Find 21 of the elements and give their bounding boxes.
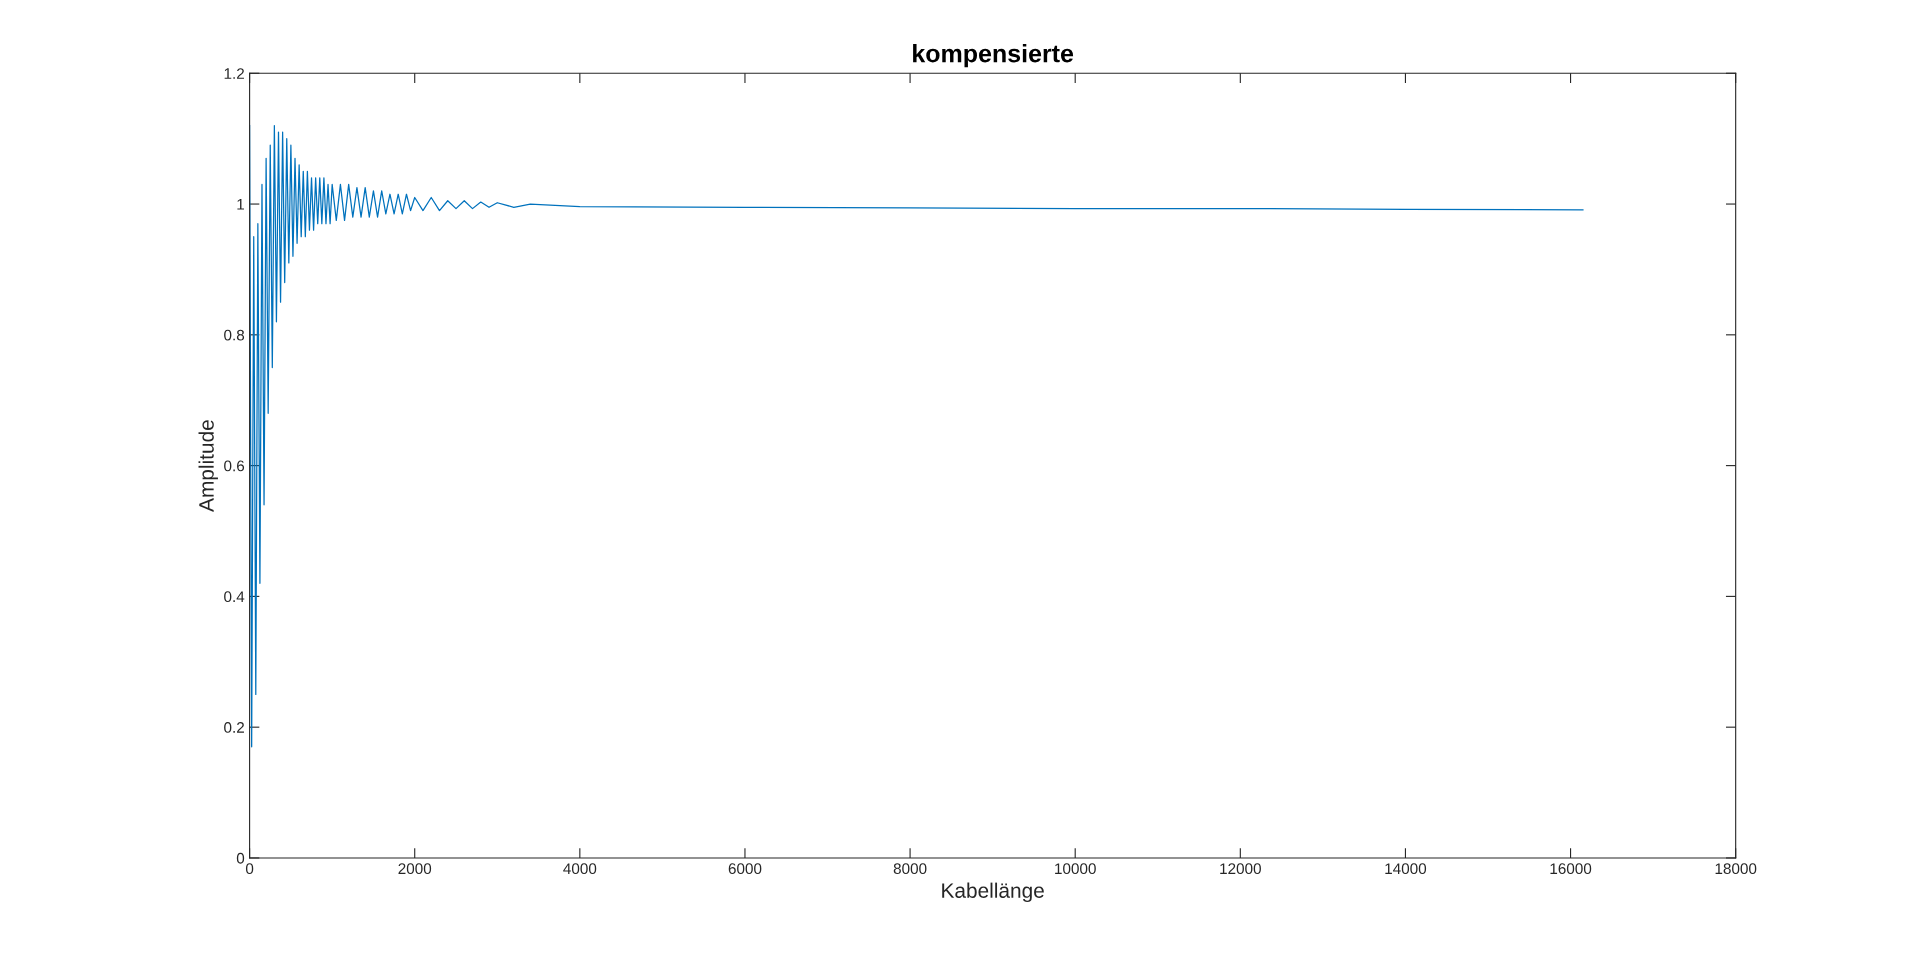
x-tick-label: 4000 (563, 863, 597, 875)
x-tick-label: 2000 (398, 863, 432, 875)
y-tick-label: 0 (236, 852, 245, 864)
y-tick-label: 0.2 (224, 722, 244, 733)
y-axis-title: Amplitude (198, 420, 218, 512)
line-series (249, 124, 1584, 748)
x-tick-label: 16000 (1550, 863, 1592, 875)
x-tick-label: 6000 (728, 863, 762, 875)
x-tick-label: 10000 (1055, 863, 1096, 875)
x-axis-title: Kabellänge (942, 882, 1044, 903)
chart-title: kompensierte (913, 44, 1074, 68)
y-tick-label: 0.4 (224, 591, 245, 603)
x-tick-label: 12000 (1220, 863, 1261, 875)
x-tick-label: 18000 (1715, 863, 1757, 875)
y-tick-label: 1.2 (224, 68, 244, 79)
x-tick-label: 14000 (1385, 863, 1427, 875)
y-tick-label: 1 (237, 199, 244, 210)
x-tick-label: 0 (245, 863, 254, 875)
y-tick-label: 0.8 (224, 329, 245, 341)
y-tick-label: 0.6 (224, 460, 245, 472)
x-tick-label: 8000 (893, 863, 927, 875)
